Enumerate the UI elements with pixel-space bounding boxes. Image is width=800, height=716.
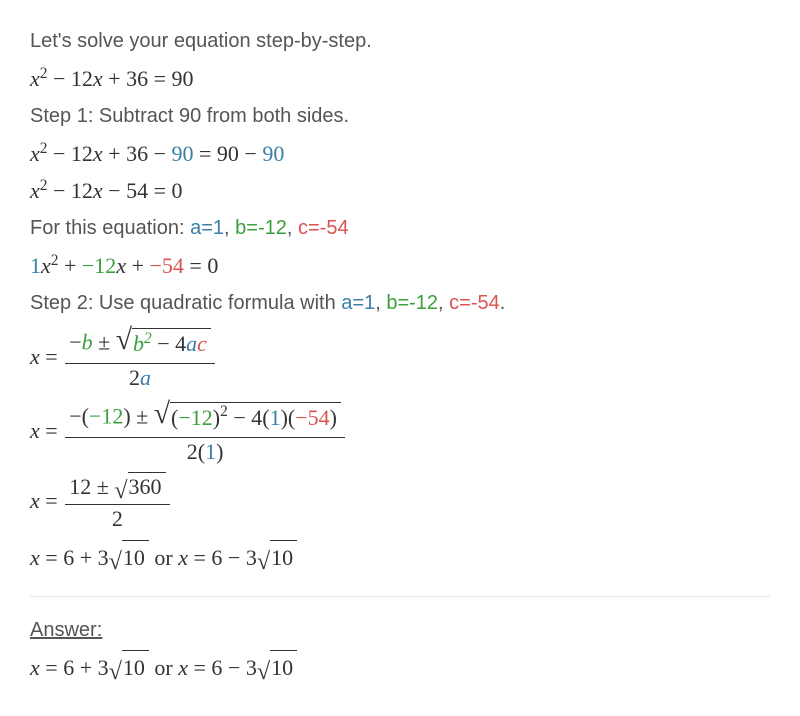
answer-label: Answer: [30,615,770,645]
answer-solutions: x = 6 + 3√10 or x = 6 − 3√10 [30,651,770,688]
step1-equation-result: x2 − 12x − 54 = 0 [30,174,770,207]
coefficients-text: For this equation: a=1, b=-12, c=-54 [30,213,770,243]
equation-standard-form: 1x2 + −12x + −54 = 0 [30,249,770,282]
step1-label: Step 1: Subtract 90 from both sides. [30,101,770,131]
intro-text: Let's solve your equation step-by-step. [30,26,770,56]
step2-label: Step 2: Use quadratic formula with a=1, … [30,288,770,318]
divider [30,596,770,597]
solutions: x = 6 + 3√10 or x = 6 − 3√10 [30,541,770,578]
quadratic-formula: x = −b ± √b2 − 4ac 2a [30,326,770,392]
step1-equation-subtract: x2 − 12x + 36 − 90 = 90 − 90 [30,137,770,170]
equation-original: x2 − 12x + 36 = 90 [30,62,770,95]
quadratic-substituted: x = −(−12) ± √(−12)2 − 4(1)(−54) 2(1) [30,400,770,466]
quadratic-simplified: x = 12 ± √360 2 [30,473,770,533]
